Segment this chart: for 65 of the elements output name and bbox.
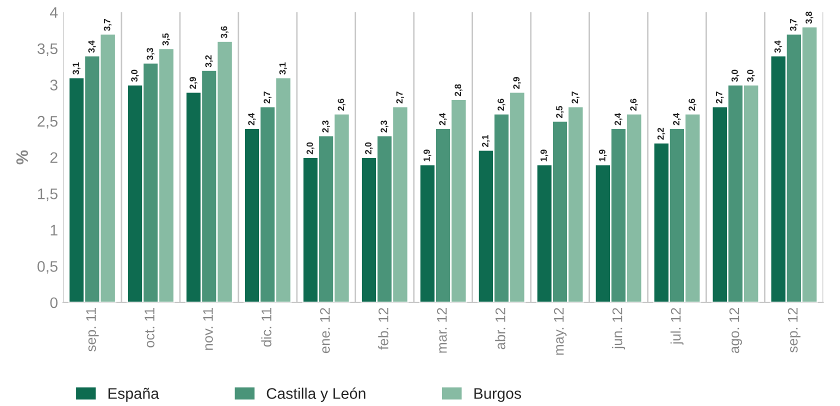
data-label: 1,9 — [540, 150, 548, 162]
data-label: 2,8 — [454, 84, 462, 96]
x-tick-label: mar. 12 — [436, 308, 447, 353]
x-tick-label: may. 12 — [554, 308, 567, 355]
x-tick-label: nov. 11 — [203, 308, 213, 350]
data-label: 2,7 — [396, 92, 404, 104]
data-label: 3,1 — [72, 62, 80, 75]
y-tick-label: 2,5 — [38, 116, 58, 129]
data-label: 3,4 — [774, 40, 782, 53]
data-label: 2,2 — [657, 128, 666, 140]
x-tick-label: sep. 11 — [86, 308, 99, 352]
legend-label: España — [108, 388, 160, 402]
data-label: 2,0 — [306, 142, 314, 154]
data-label: 2,6 — [630, 98, 638, 111]
y-tick-label: 3,5 — [37, 43, 58, 56]
legend-label: Burgos — [474, 388, 522, 402]
data-label: 2,7 — [264, 92, 272, 104]
y-tick-label: 4 — [50, 7, 58, 18]
data-label: 2,9 — [190, 77, 198, 89]
data-label: 2,7 — [572, 92, 580, 104]
data-label: 1,9 — [424, 150, 432, 162]
y-axis-title: % — [16, 150, 28, 164]
data-label: 2,4 — [673, 113, 681, 126]
y-tick-label: 0,5 — [38, 261, 58, 274]
x-tick-label: feb. 12 — [378, 308, 388, 350]
data-label: 1,9 — [598, 150, 607, 162]
data-label: 3,4 — [88, 40, 96, 53]
data-label: 3,0 — [747, 70, 755, 82]
data-label: 2,7 — [716, 92, 724, 104]
data-label: 2,0 — [365, 142, 373, 154]
data-label: 2,4 — [248, 113, 256, 126]
x-tick-label: ene. 12 — [320, 308, 330, 354]
data-label: 3,6 — [220, 26, 229, 38]
data-label: 2,4 — [614, 113, 622, 126]
data-label: 3,8 — [806, 12, 814, 24]
data-label: 3,0 — [131, 70, 139, 82]
data-label: 2,5 — [556, 106, 564, 118]
y-tick-label: 0 — [50, 297, 58, 308]
data-label: 3,1 — [279, 62, 287, 75]
x-tick-label: abr. 12 — [495, 308, 506, 350]
data-label: 2,3 — [322, 120, 330, 132]
x-tick-label: jul. 12 — [670, 308, 684, 345]
x-tick-label: jun. 12 — [612, 308, 626, 350]
x-tick-label: oct. 11 — [144, 308, 154, 348]
data-label: 2,6 — [498, 98, 506, 111]
data-label: 3,5 — [162, 33, 170, 46]
y-tick-label: 3 — [50, 80, 58, 90]
data-label: 3,3 — [146, 48, 154, 60]
y-tick-label: 1 — [50, 224, 58, 236]
y-tick-label: 2 — [50, 152, 58, 163]
data-label: 2,3 — [380, 120, 388, 132]
x-tick-label: sep. 12 — [788, 308, 800, 352]
x-tick-label: dic. 11 — [261, 308, 272, 347]
legend-label: Castilla y León — [266, 388, 366, 402]
data-label: 3,7 — [790, 19, 798, 31]
y-tick-label: 1,5 — [38, 188, 58, 202]
data-label: 3,2 — [205, 55, 213, 68]
data-label: 3,0 — [732, 70, 740, 82]
data-label: 2,1 — [482, 134, 490, 147]
data-label: 3,7 — [104, 19, 112, 31]
data-label: 2,6 — [338, 98, 346, 111]
x-tick-label: ago. 12 — [729, 308, 742, 354]
data-label: 2,4 — [439, 113, 447, 126]
data-label: 2,9 — [513, 77, 521, 89]
data-label: 2,6 — [688, 98, 696, 111]
